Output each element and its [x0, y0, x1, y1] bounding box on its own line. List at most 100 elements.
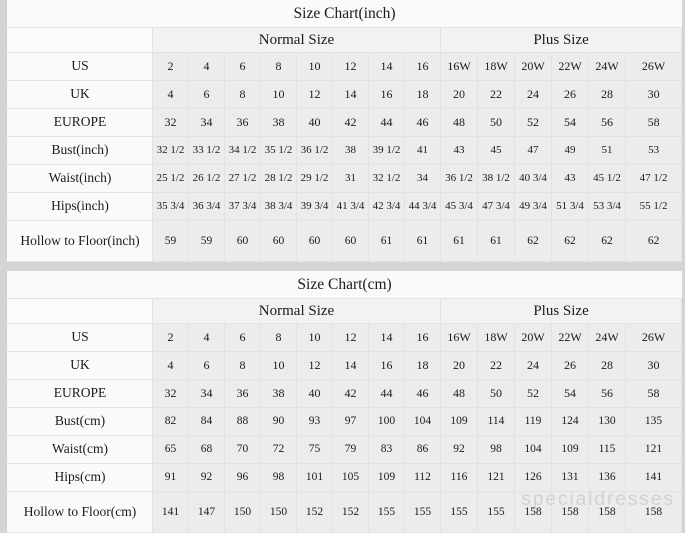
cell-waist-inch-3: 28 1/2 — [260, 164, 297, 193]
cell-us-12: 24W — [588, 52, 626, 81]
cell-hollow-inch-0: 59 — [152, 220, 189, 262]
cell-uk-3: 10 — [260, 80, 297, 109]
cell-waist-cm-3: 72 — [260, 435, 297, 464]
cell-eu-cm-2: 36 — [224, 379, 261, 408]
cell-eu-4: 40 — [296, 108, 333, 137]
row-label-uk-cm: UK — [7, 351, 153, 380]
cell-waist-inch-11: 43 — [551, 164, 589, 193]
cell-bust-inch-8: 43 — [440, 136, 478, 165]
row-label-hips-cm: Hips(cm) — [7, 463, 153, 492]
cell-waist-cm-8: 92 — [440, 435, 478, 464]
cell-bust-inch-4: 36 1/2 — [296, 136, 333, 165]
cell-waist-cm-7: 86 — [404, 435, 441, 464]
cell-hollow-inch-5: 60 — [332, 220, 369, 262]
cell-hollow-cm-4: 152 — [296, 491, 333, 533]
cell-waist-cm-5: 79 — [332, 435, 369, 464]
table-row: Hips(inch) 35 3/4 36 3/4 37 3/4 38 3/4 3… — [7, 192, 683, 221]
cell-bust-inch-9: 45 — [477, 136, 515, 165]
cell-bust-inch-11: 49 — [551, 136, 589, 165]
cell-bust-cm-4: 93 — [296, 407, 333, 436]
cell-hips-cm-7: 112 — [404, 463, 441, 492]
cell-uk-13: 30 — [624, 80, 683, 109]
table-row: Bust(inch) 32 1/2 33 1/2 34 1/2 35 1/2 3… — [7, 136, 683, 165]
cell-bust-inch-10: 47 — [514, 136, 552, 165]
cell-waist-inch-6: 32 1/2 — [368, 164, 405, 193]
table-row: Hollow to Floor(inch) 59 59 60 60 60 60 … — [7, 220, 683, 262]
cell-waist-cm-13: 121 — [624, 435, 683, 464]
cell-us-cm-0: 2 — [152, 323, 189, 352]
cm-title-row: Size Chart(cm) — [6, 271, 683, 299]
group-row-blank-label-cm — [7, 298, 153, 324]
cell-bust-cm-3: 90 — [260, 407, 297, 436]
cell-hips-cm-5: 105 — [332, 463, 369, 492]
cell-hollow-inch-1: 59 — [188, 220, 225, 262]
cell-hips-cm-8: 116 — [440, 463, 478, 492]
cell-uk-cm-9: 22 — [477, 351, 515, 380]
cell-us-13: 26W — [624, 52, 683, 81]
cell-hips-inch-3: 38 3/4 — [260, 192, 297, 221]
cell-bust-inch-1: 33 1/2 — [188, 136, 225, 165]
cell-hips-cm-13: 141 — [624, 463, 683, 492]
cell-eu-0: 32 — [152, 108, 189, 137]
cell-bust-cm-5: 97 — [332, 407, 369, 436]
cell-uk-12: 28 — [588, 80, 626, 109]
cell-us-0: 2 — [152, 52, 189, 81]
cell-uk-0: 4 — [152, 80, 189, 109]
cell-us-cm-5: 12 — [332, 323, 369, 352]
cell-us-2: 6 — [224, 52, 261, 81]
cell-hips-inch-8: 45 3/4 — [440, 192, 478, 221]
cell-uk-4: 12 — [296, 80, 333, 109]
cell-bust-cm-13: 135 — [624, 407, 683, 436]
cell-eu-9: 50 — [477, 108, 515, 137]
cell-uk-cm-4: 12 — [296, 351, 333, 380]
table-row: US 2 4 6 8 10 12 14 16 16W 18W 20W 22W 2… — [7, 323, 683, 352]
cell-eu-2: 36 — [224, 108, 261, 137]
row-label-europe: EUROPE — [7, 108, 153, 137]
table-row: UK 4 6 8 10 12 14 16 18 20 22 24 26 28 3… — [7, 351, 683, 380]
cell-hips-inch-7: 44 3/4 — [404, 192, 441, 221]
cell-hollow-cm-0: 141 — [152, 491, 189, 533]
cell-uk-cm-1: 6 — [188, 351, 225, 380]
cell-us-cm-7: 16 — [404, 323, 441, 352]
cell-hips-cm-9: 121 — [477, 463, 515, 492]
cell-hollow-cm-9: 155 — [477, 491, 515, 533]
cell-eu-cm-12: 56 — [588, 379, 626, 408]
cell-uk-10: 24 — [514, 80, 552, 109]
cell-hollow-cm-7: 155 — [404, 491, 441, 533]
cell-hips-cm-4: 101 — [296, 463, 333, 492]
cell-hips-cm-10: 126 — [514, 463, 552, 492]
cell-us-cm-1: 4 — [188, 323, 225, 352]
cell-us-cm-6: 14 — [368, 323, 405, 352]
page-title-inch: Size Chart(inch) — [6, 0, 683, 28]
cell-uk-11: 26 — [551, 80, 589, 109]
cell-hips-cm-12: 136 — [588, 463, 626, 492]
cell-hollow-inch-6: 61 — [368, 220, 405, 262]
cell-hips-cm-0: 91 — [152, 463, 189, 492]
cell-uk-cm-12: 28 — [588, 351, 626, 380]
cell-us-cm-8: 16W — [440, 323, 478, 352]
cell-eu-cm-0: 32 — [152, 379, 189, 408]
size-chart-inch-table: Size Chart(inch) Normal Size Plus Size U… — [6, 0, 683, 262]
cell-us-1: 4 — [188, 52, 225, 81]
cell-hollow-inch-7: 61 — [404, 220, 441, 262]
cell-uk-cm-0: 4 — [152, 351, 189, 380]
cell-hips-cm-2: 96 — [224, 463, 261, 492]
cell-hips-inch-1: 36 3/4 — [188, 192, 225, 221]
cell-waist-inch-10: 40 3/4 — [514, 164, 552, 193]
cell-uk-1: 6 — [188, 80, 225, 109]
cell-eu-cm-8: 48 — [440, 379, 478, 408]
cell-uk-cm-3: 10 — [260, 351, 297, 380]
cell-bust-inch-3: 35 1/2 — [260, 136, 297, 165]
cell-hips-inch-4: 39 3/4 — [296, 192, 333, 221]
cell-us-5: 12 — [332, 52, 369, 81]
table-row: EUROPE 32 34 36 38 40 42 44 46 48 50 52 … — [7, 108, 683, 137]
cell-hollow-cm-3: 150 — [260, 491, 297, 533]
inch-table-body: Size Chart(inch) Normal Size Plus Size U… — [6, 0, 683, 262]
cell-us-7: 16 — [404, 52, 441, 81]
cell-eu-cm-7: 46 — [404, 379, 441, 408]
cell-waist-cm-12: 115 — [588, 435, 626, 464]
cell-waist-cm-2: 70 — [224, 435, 261, 464]
cell-waist-inch-12: 45 1/2 — [588, 164, 626, 193]
cell-waist-inch-0: 25 1/2 — [152, 164, 189, 193]
